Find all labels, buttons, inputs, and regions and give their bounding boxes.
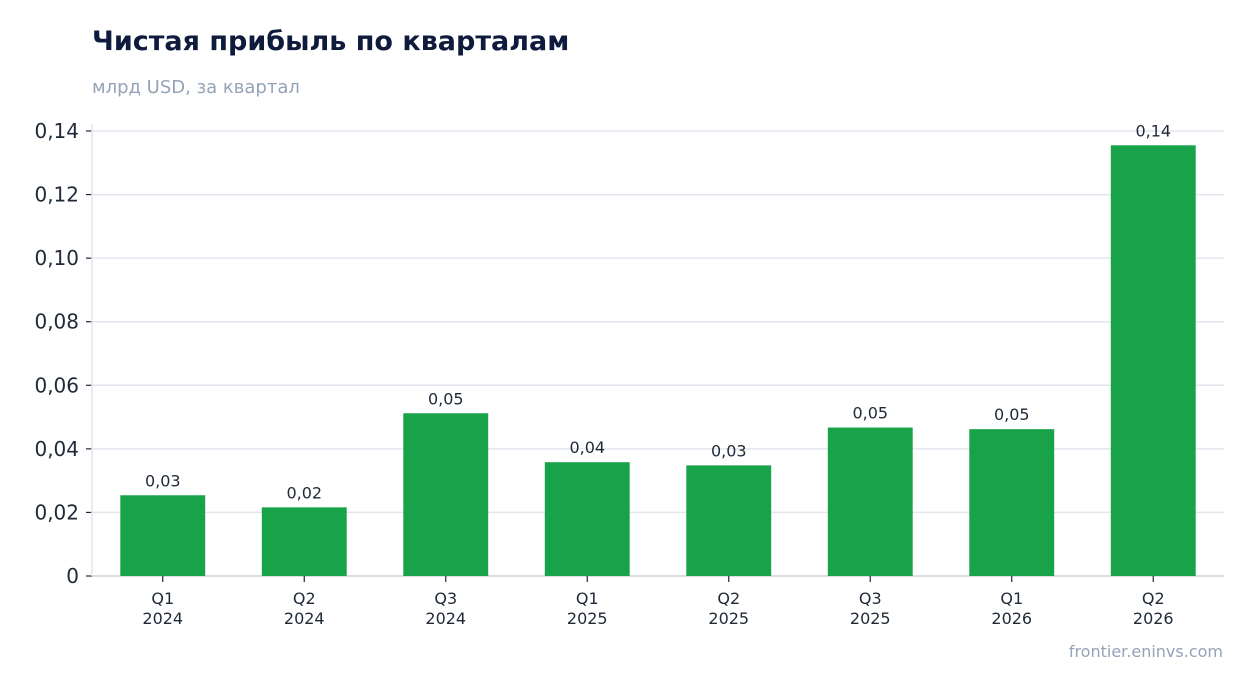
y-tick-label: 0,06 — [34, 373, 79, 397]
chart-title: Чистая прибыль по кварталам — [92, 26, 570, 57]
bar — [403, 413, 489, 576]
y-tick-labels: 0 0,02 0,04 0,06 0,08 0,10 0,12 0,14 — [34, 119, 79, 588]
bar — [827, 427, 913, 576]
bar — [1110, 145, 1196, 576]
source-watermark: frontier.eninvs.com — [1068, 642, 1223, 661]
data-label: 0,03 — [145, 471, 181, 490]
x-tick-label: Q2 2025 — [708, 589, 749, 628]
x-tick-label: Q2 2024 — [284, 589, 325, 628]
data-label: 0,03 — [711, 441, 747, 460]
x-tick-label: Q2 2026 — [1133, 589, 1174, 628]
bar — [120, 495, 206, 576]
data-label: 0,05 — [428, 389, 464, 408]
bar — [261, 507, 347, 576]
y-tick-label: 0,14 — [34, 119, 79, 143]
bars — [120, 145, 1196, 576]
x-tick-label: Q1 2024 — [142, 589, 183, 628]
y-tick-label: 0,10 — [34, 246, 79, 270]
y-tick-label: 0,12 — [34, 183, 79, 207]
y-tick-label: 0,08 — [34, 310, 79, 334]
chart-subtitle: млрд USD, за квартал — [92, 77, 300, 98]
x-tick-label: Q3 2025 — [850, 589, 891, 628]
bar — [969, 429, 1055, 576]
data-label: 0,05 — [994, 405, 1030, 424]
data-label: 0,04 — [569, 438, 605, 457]
data-label: 0,02 — [286, 483, 322, 502]
y-tick-label: 0,04 — [34, 437, 79, 461]
x-tick-label: Q3 2024 — [425, 589, 466, 628]
y-tick-label: 0,02 — [34, 500, 79, 524]
data-label: 0,14 — [1135, 121, 1171, 140]
x-tick-labels: Q1 2024 Q2 2024 Q3 2024 Q1 2025 Q2 2025 Q3 2025 Q1 20… — [142, 589, 1173, 628]
data-labels: 0,03 0,02 0,05 0,04 0,03 0,05 0,05 0,14 — [145, 121, 1171, 502]
x-tick-label: Q1 2025 — [567, 589, 608, 628]
x-tick-label: Q1 2026 — [991, 589, 1032, 628]
y-tick-label: 0 — [66, 564, 79, 588]
bar — [544, 462, 630, 576]
data-label: 0,05 — [852, 404, 888, 423]
bar — [686, 465, 772, 576]
